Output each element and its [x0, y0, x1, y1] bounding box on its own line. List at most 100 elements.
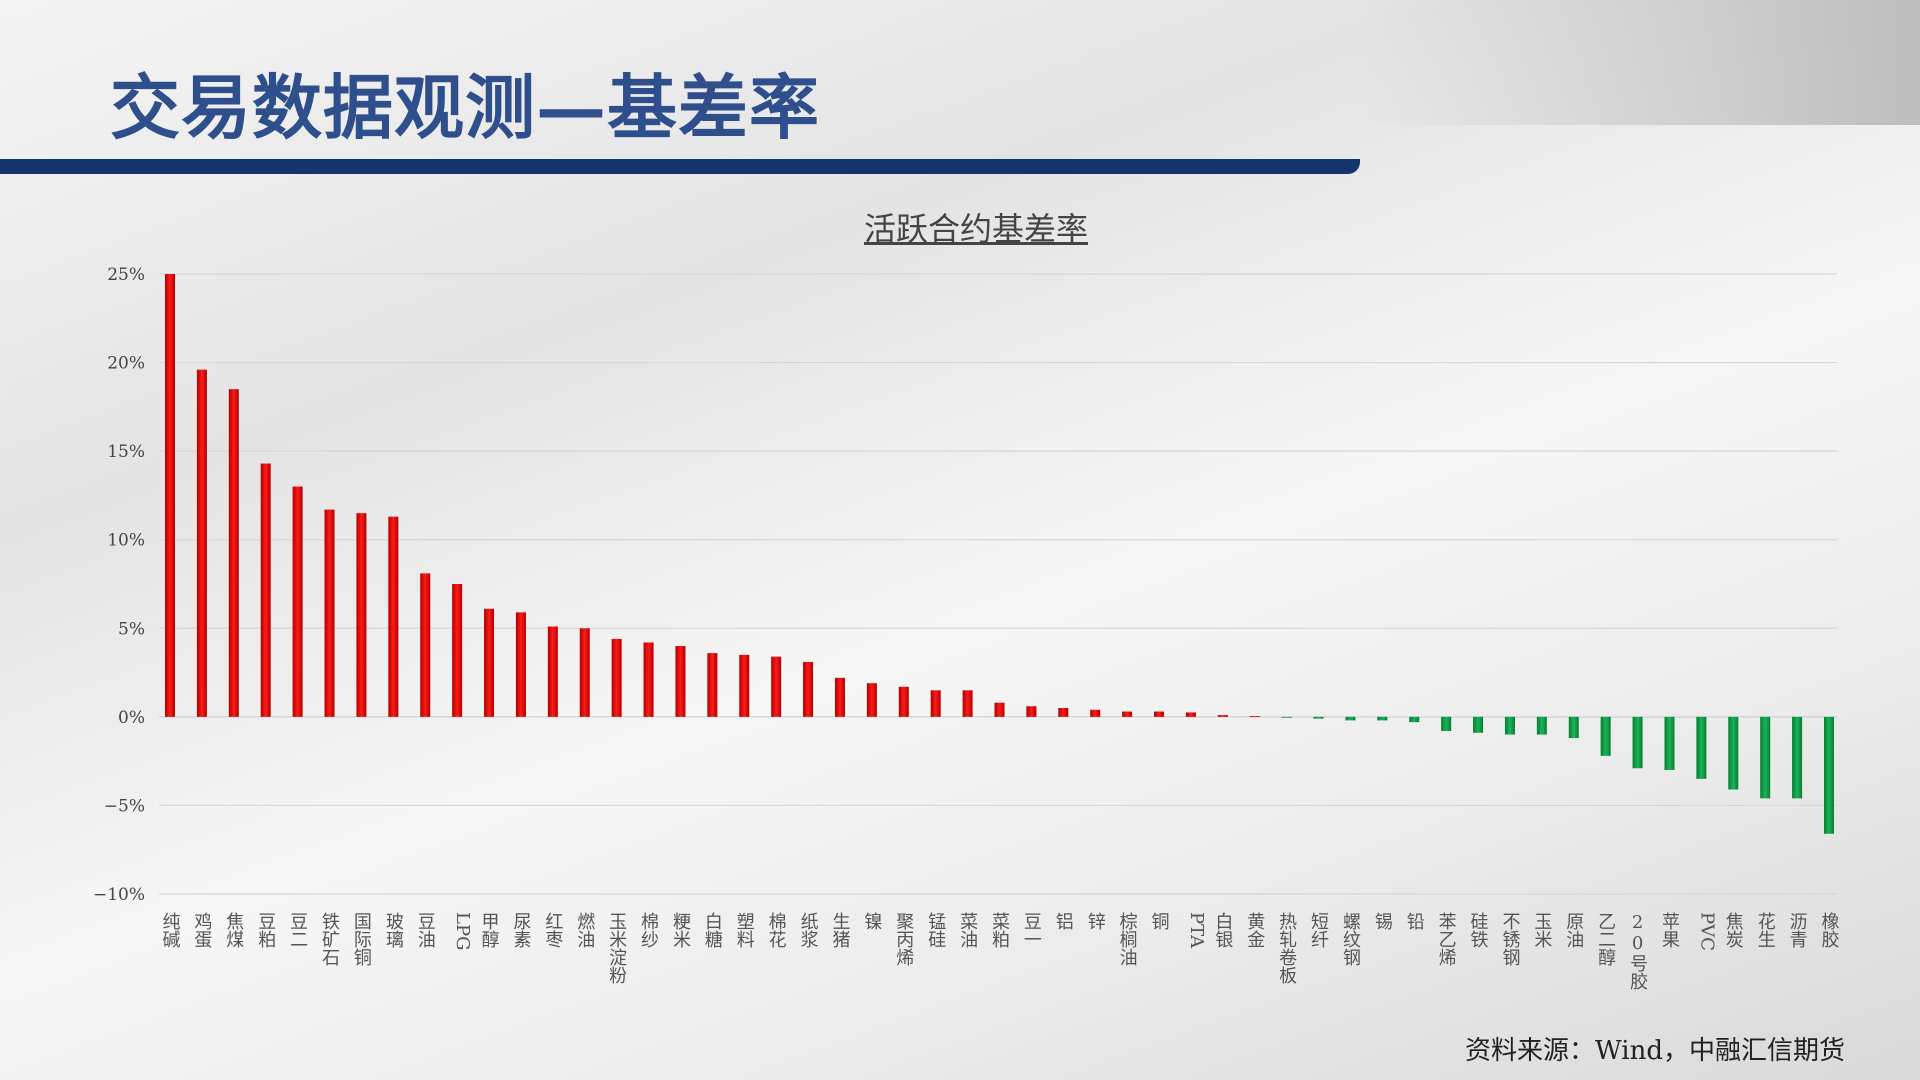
- x-tick-label: 豆二: [287, 912, 308, 948]
- x-tick-label: 尿素: [510, 912, 531, 948]
- source-note: 资料来源：Wind，中融汇信期货: [1465, 1036, 1845, 1066]
- bar: [771, 656, 782, 717]
- x-tick-label: 玻璃: [383, 912, 404, 949]
- x-tick-label: 鸡蛋: [191, 912, 212, 949]
- x-tick-label: 豆油: [415, 912, 436, 948]
- x-tick-label: 铜: [1149, 912, 1170, 931]
- y-tick-label: −5%: [104, 796, 145, 816]
- x-tick-label: 聚丙烯: [893, 912, 914, 966]
- bar: [515, 612, 526, 717]
- bar: [1154, 711, 1165, 717]
- bar: [1760, 716, 1771, 799]
- x-tick-label: 20号胶: [1627, 912, 1648, 990]
- bar: [579, 628, 590, 717]
- bar: [1409, 716, 1420, 723]
- bar: [1792, 716, 1803, 799]
- x-tick-label: 粳米: [670, 912, 691, 948]
- bar: [1568, 716, 1579, 739]
- x-tick-label: 燃油: [574, 912, 595, 948]
- y-tick-label: −10%: [93, 885, 145, 905]
- x-tick-label: 焦煤: [223, 912, 244, 948]
- bar: [388, 516, 399, 717]
- bar: [228, 389, 239, 717]
- x-tick-label: 纯碱: [160, 912, 181, 949]
- bar: [1728, 716, 1739, 790]
- bar: [707, 653, 718, 717]
- bar: [1600, 716, 1611, 756]
- bar: [1632, 716, 1643, 769]
- x-tick-label: 铁矿石: [319, 912, 340, 966]
- x-tick-label: 苯乙烯: [1436, 912, 1457, 966]
- bar: [292, 486, 303, 717]
- bar: [1664, 716, 1675, 770]
- bar: [1313, 716, 1324, 719]
- x-tick-label: PTA: [1186, 912, 1207, 949]
- x-tick-label: 铝: [1053, 912, 1074, 930]
- bar: [739, 654, 750, 717]
- x-tick-label: 苹果: [1659, 912, 1680, 948]
- bar: [484, 608, 495, 717]
- bar: [643, 642, 654, 717]
- header-decoration: [1360, 0, 1920, 125]
- x-tick-label: 菜粕: [989, 912, 1010, 948]
- x-tick-label: PVC: [1696, 912, 1717, 951]
- y-tick-label: 0%: [118, 708, 145, 728]
- bar: [1824, 716, 1834, 834]
- bar: [196, 369, 207, 717]
- x-tick-label: 甲醇: [479, 912, 500, 948]
- bar: [1281, 716, 1292, 718]
- bar: [1696, 716, 1707, 779]
- x-tick-label: 热轧卷板: [1276, 912, 1297, 984]
- x-tick-label: 不锈钢: [1499, 912, 1520, 966]
- x-tick-label: 镍: [861, 912, 882, 930]
- x-tick-label: 锰硅: [925, 912, 946, 948]
- bar: [1185, 712, 1196, 717]
- x-tick-label: 短纤: [1308, 912, 1329, 948]
- bar: [1122, 711, 1133, 717]
- x-tick-label: 塑料: [734, 912, 755, 948]
- bar: [324, 509, 335, 717]
- y-tick-label: 25%: [107, 265, 145, 285]
- bar: [898, 686, 909, 717]
- bar: [1217, 715, 1228, 717]
- x-tick-label: 玉米淀粉: [606, 912, 627, 984]
- x-tick-label: 豆粕: [255, 912, 276, 948]
- bar: [611, 638, 622, 717]
- y-tick-label: 20%: [107, 354, 145, 374]
- x-tick-label: 白银: [1212, 912, 1233, 948]
- y-tick-label: 5%: [118, 619, 145, 639]
- x-tick-label: 国际铜: [351, 912, 372, 967]
- bar: [866, 683, 877, 717]
- x-tick-label: 铅: [1404, 912, 1425, 930]
- page-title: 交易数据观测—基差率: [110, 66, 820, 149]
- bar: [1058, 708, 1069, 717]
- x-tick-label: 硅铁: [1468, 912, 1489, 948]
- bar: [547, 626, 558, 717]
- x-tick-label: LPG: [452, 912, 473, 950]
- x-tick-label: 玉米: [1531, 912, 1552, 948]
- y-tick-label: 15%: [107, 442, 145, 462]
- y-tick-label: 10%: [107, 531, 145, 551]
- bar: [165, 274, 175, 717]
- x-tick-label: 棉花: [766, 912, 787, 948]
- bar: [1345, 716, 1356, 721]
- x-tick-label: 生猪: [829, 912, 850, 948]
- bar: [1536, 716, 1547, 735]
- bar: [1249, 715, 1260, 717]
- x-tick-label: 乙二醇: [1595, 912, 1616, 966]
- x-tick-label: 棉纱: [638, 912, 659, 948]
- x-tick-label: 棕榈油: [1117, 912, 1138, 966]
- bar: [1026, 706, 1037, 717]
- x-tick-label: 黄金: [1244, 912, 1265, 948]
- x-tick-label: 焦炭: [1723, 912, 1744, 948]
- bar: [675, 646, 686, 717]
- bar: [994, 702, 1005, 717]
- x-tick-label: 纸浆: [798, 912, 819, 948]
- x-tick-label: 沥青: [1787, 912, 1808, 949]
- x-tick-label: 菜油: [957, 912, 978, 948]
- bar: [1504, 716, 1515, 735]
- bar: [930, 690, 941, 717]
- x-tick-label: 红枣: [542, 912, 563, 948]
- bar: [962, 690, 973, 717]
